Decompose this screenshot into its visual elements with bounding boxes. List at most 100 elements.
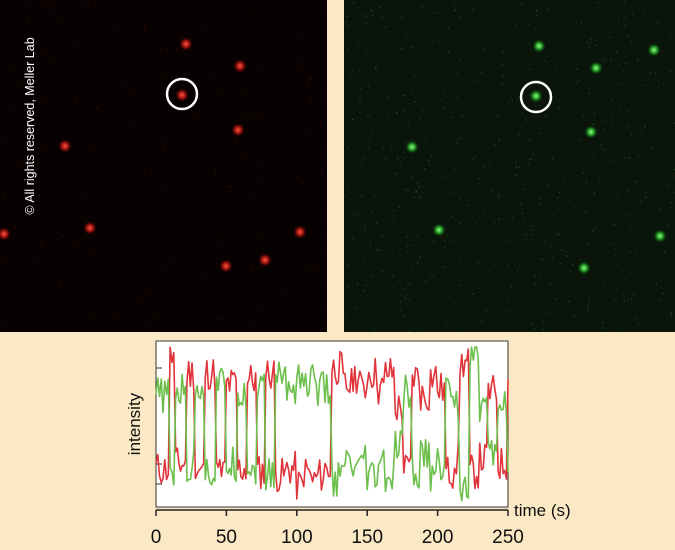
red-noise-speck	[300, 32, 302, 34]
red-noise-speck	[34, 160, 36, 163]
red-noise-speck	[173, 88, 175, 90]
red-noise-speck	[74, 100, 77, 102]
red-noise-speck	[101, 156, 103, 159]
green-noise-speck	[456, 96, 459, 99]
green-noise-speck	[397, 156, 399, 158]
green-noise-speck	[451, 275, 453, 277]
green-noise-speck	[426, 68, 428, 71]
red-noise-speck	[100, 114, 102, 116]
green-noise-speck	[610, 170, 613, 173]
red-noise-speck	[230, 185, 232, 187]
red-noise-speck	[257, 236, 260, 239]
green-noise-speck	[507, 301, 509, 304]
red-noise-speck	[304, 211, 306, 214]
red-noise-speck	[25, 291, 28, 294]
red-noise-speck	[18, 85, 21, 87]
red-noise-speck	[134, 226, 137, 228]
green-noise-speck	[345, 317, 347, 319]
green-noise-speck	[627, 298, 629, 301]
green-noise-speck	[634, 181, 636, 183]
red-noise-speck	[281, 267, 283, 270]
green-noise-speck	[631, 298, 633, 300]
green-noise-speck	[404, 297, 406, 299]
red-noise-speck	[127, 61, 129, 63]
green-noise-speck	[375, 68, 377, 71]
red-noise-speck	[323, 158, 325, 161]
green-noise-speck	[411, 108, 413, 111]
green-noise-speck	[359, 112, 361, 114]
red-noise-speck	[153, 41, 155, 43]
green-noise-speck	[542, 127, 545, 129]
red-noise-speck	[18, 294, 21, 297]
red-noise-speck	[139, 316, 142, 318]
green-noise-speck	[451, 287, 454, 290]
red-noise-speck	[174, 47, 177, 50]
red-noise-speck	[129, 279, 132, 281]
red-noise-speck	[242, 246, 245, 249]
red-noise-speck	[37, 162, 40, 165]
green-noise-speck	[628, 229, 630, 232]
red-noise-speck	[64, 207, 67, 210]
green-noise-speck	[452, 239, 454, 242]
red-noise-speck	[261, 44, 264, 46]
green-noise-speck	[497, 194, 500, 197]
green-noise-speck	[365, 52, 368, 54]
red-fluorescent-spot	[175, 88, 189, 102]
red-noise-speck	[90, 117, 92, 119]
green-noise-speck	[584, 110, 586, 113]
green-noise-speck	[501, 64, 504, 66]
red-noise-speck	[320, 121, 322, 124]
green-noise-speck	[426, 298, 429, 301]
green-noise-speck	[615, 51, 618, 53]
green-noise-speck	[532, 265, 534, 267]
red-noise-speck	[222, 90, 224, 93]
green-noise-speck	[557, 143, 559, 145]
green-noise-speck	[610, 99, 613, 101]
green-noise-speck	[372, 274, 374, 277]
green-noise-speck	[551, 256, 554, 259]
red-noise-speck	[15, 221, 17, 224]
green-noise-speck	[371, 129, 373, 131]
red-noise-speck	[6, 112, 8, 115]
green-marked-spot-circle	[519, 80, 553, 114]
red-noise-speck	[229, 254, 231, 256]
red-noise-speck	[205, 16, 208, 19]
red-noise-speck	[189, 213, 191, 215]
green-noise-speck	[509, 210, 511, 212]
red-noise-speck	[100, 21, 103, 24]
green-noise-speck	[488, 122, 491, 124]
green-noise-speck	[417, 185, 419, 187]
red-noise-speck	[309, 101, 311, 103]
green-noise-speck	[636, 59, 639, 61]
red-noise-speck	[26, 7, 29, 9]
red-noise-speck	[296, 265, 298, 268]
green-noise-speck	[534, 283, 536, 286]
green-noise-speck	[515, 261, 517, 264]
green-noise-speck	[472, 8, 474, 11]
red-noise-speck	[17, 165, 20, 167]
red-noise-speck	[34, 21, 36, 23]
green-noise-speck	[404, 314, 406, 317]
red-noise-speck	[204, 28, 206, 31]
green-noise-speck	[628, 204, 631, 206]
green-noise-speck	[522, 188, 525, 190]
green-noise-speck	[409, 45, 412, 48]
red-noise-speck	[2, 198, 4, 201]
green-noise-layer	[344, 0, 675, 332]
red-noise-speck	[154, 177, 156, 180]
green-noise-speck	[372, 55, 374, 58]
plot-area	[155, 340, 509, 508]
green-noise-speck	[531, 184, 534, 187]
green-noise-speck	[502, 75, 504, 77]
red-noise-speck	[282, 29, 284, 31]
green-noise-speck	[525, 282, 527, 285]
green-noise-speck	[538, 132, 540, 134]
red-noise-speck	[208, 217, 210, 219]
green-noise-speck	[644, 84, 647, 86]
green-noise-speck	[641, 170, 643, 172]
green-noise-speck	[399, 18, 401, 20]
green-noise-speck	[419, 195, 421, 198]
green-noise-speck	[506, 240, 508, 242]
red-noise-speck	[48, 193, 50, 195]
green-noise-speck	[581, 324, 583, 327]
